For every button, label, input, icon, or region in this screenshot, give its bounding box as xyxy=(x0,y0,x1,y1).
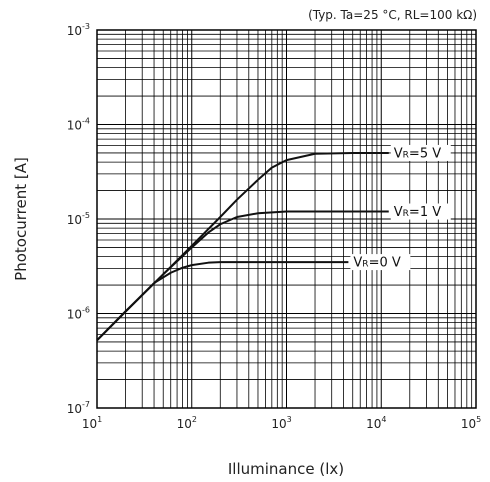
y-tick-label: 10-5 xyxy=(67,211,90,227)
series-labels: VR=5 VVR=1 VVR=0 V xyxy=(350,144,451,271)
conditions-note: (Typ. Ta=25 °C, RL=100 kΩ) xyxy=(308,8,477,22)
series-label-text: VR=5 V xyxy=(394,146,441,161)
series-label-bg xyxy=(390,203,451,220)
series-label-main: V xyxy=(394,146,403,161)
series-label-0: VR=5 V xyxy=(390,144,451,161)
grid xyxy=(97,30,476,408)
series-line-0 xyxy=(96,151,389,342)
series-label-text: VR=0 V xyxy=(353,256,400,271)
series-label-rest: =0 V xyxy=(369,256,401,271)
y-tick-label: 10-3 xyxy=(67,22,90,38)
series-label-text: VR=1 V xyxy=(394,205,441,220)
x-tick-label: 104 xyxy=(366,415,386,431)
plot-frame xyxy=(96,29,477,409)
series-line-1 xyxy=(96,210,389,342)
x-tick-label: 103 xyxy=(271,415,291,431)
series-label-sub: R xyxy=(403,209,409,219)
series-label-bg xyxy=(390,144,451,161)
series-label-main: V xyxy=(394,205,403,220)
series-label-main: V xyxy=(353,256,362,271)
series-line-2 xyxy=(96,261,349,342)
y-tick-label: 10-7 xyxy=(67,400,90,416)
y-axis-title: Photocurrent [A] xyxy=(12,157,30,281)
series-label-rest: =5 V xyxy=(409,146,441,161)
series-layer xyxy=(96,151,389,342)
x-tick-label: 101 xyxy=(82,415,102,431)
series-label-bg xyxy=(350,254,411,271)
x-tick-label: 102 xyxy=(177,415,197,431)
x-tick-label: 105 xyxy=(461,415,481,431)
y-tick-label: 10-4 xyxy=(67,117,90,133)
series-label-1: VR=1 V xyxy=(390,203,451,220)
series-label-2: VR=0 V xyxy=(350,254,411,271)
series-label-sub: R xyxy=(403,150,409,160)
tick-labels: 101 102 103 104 105 10-3 10-4 10-5 10-6 10-7 xyxy=(67,22,481,431)
series-label-sub: R xyxy=(362,260,368,270)
x-axis-title: Illuminance (lx) xyxy=(228,460,344,478)
series-label-rest: =1 V xyxy=(409,205,441,220)
y-tick-label: 10-6 xyxy=(67,306,90,322)
